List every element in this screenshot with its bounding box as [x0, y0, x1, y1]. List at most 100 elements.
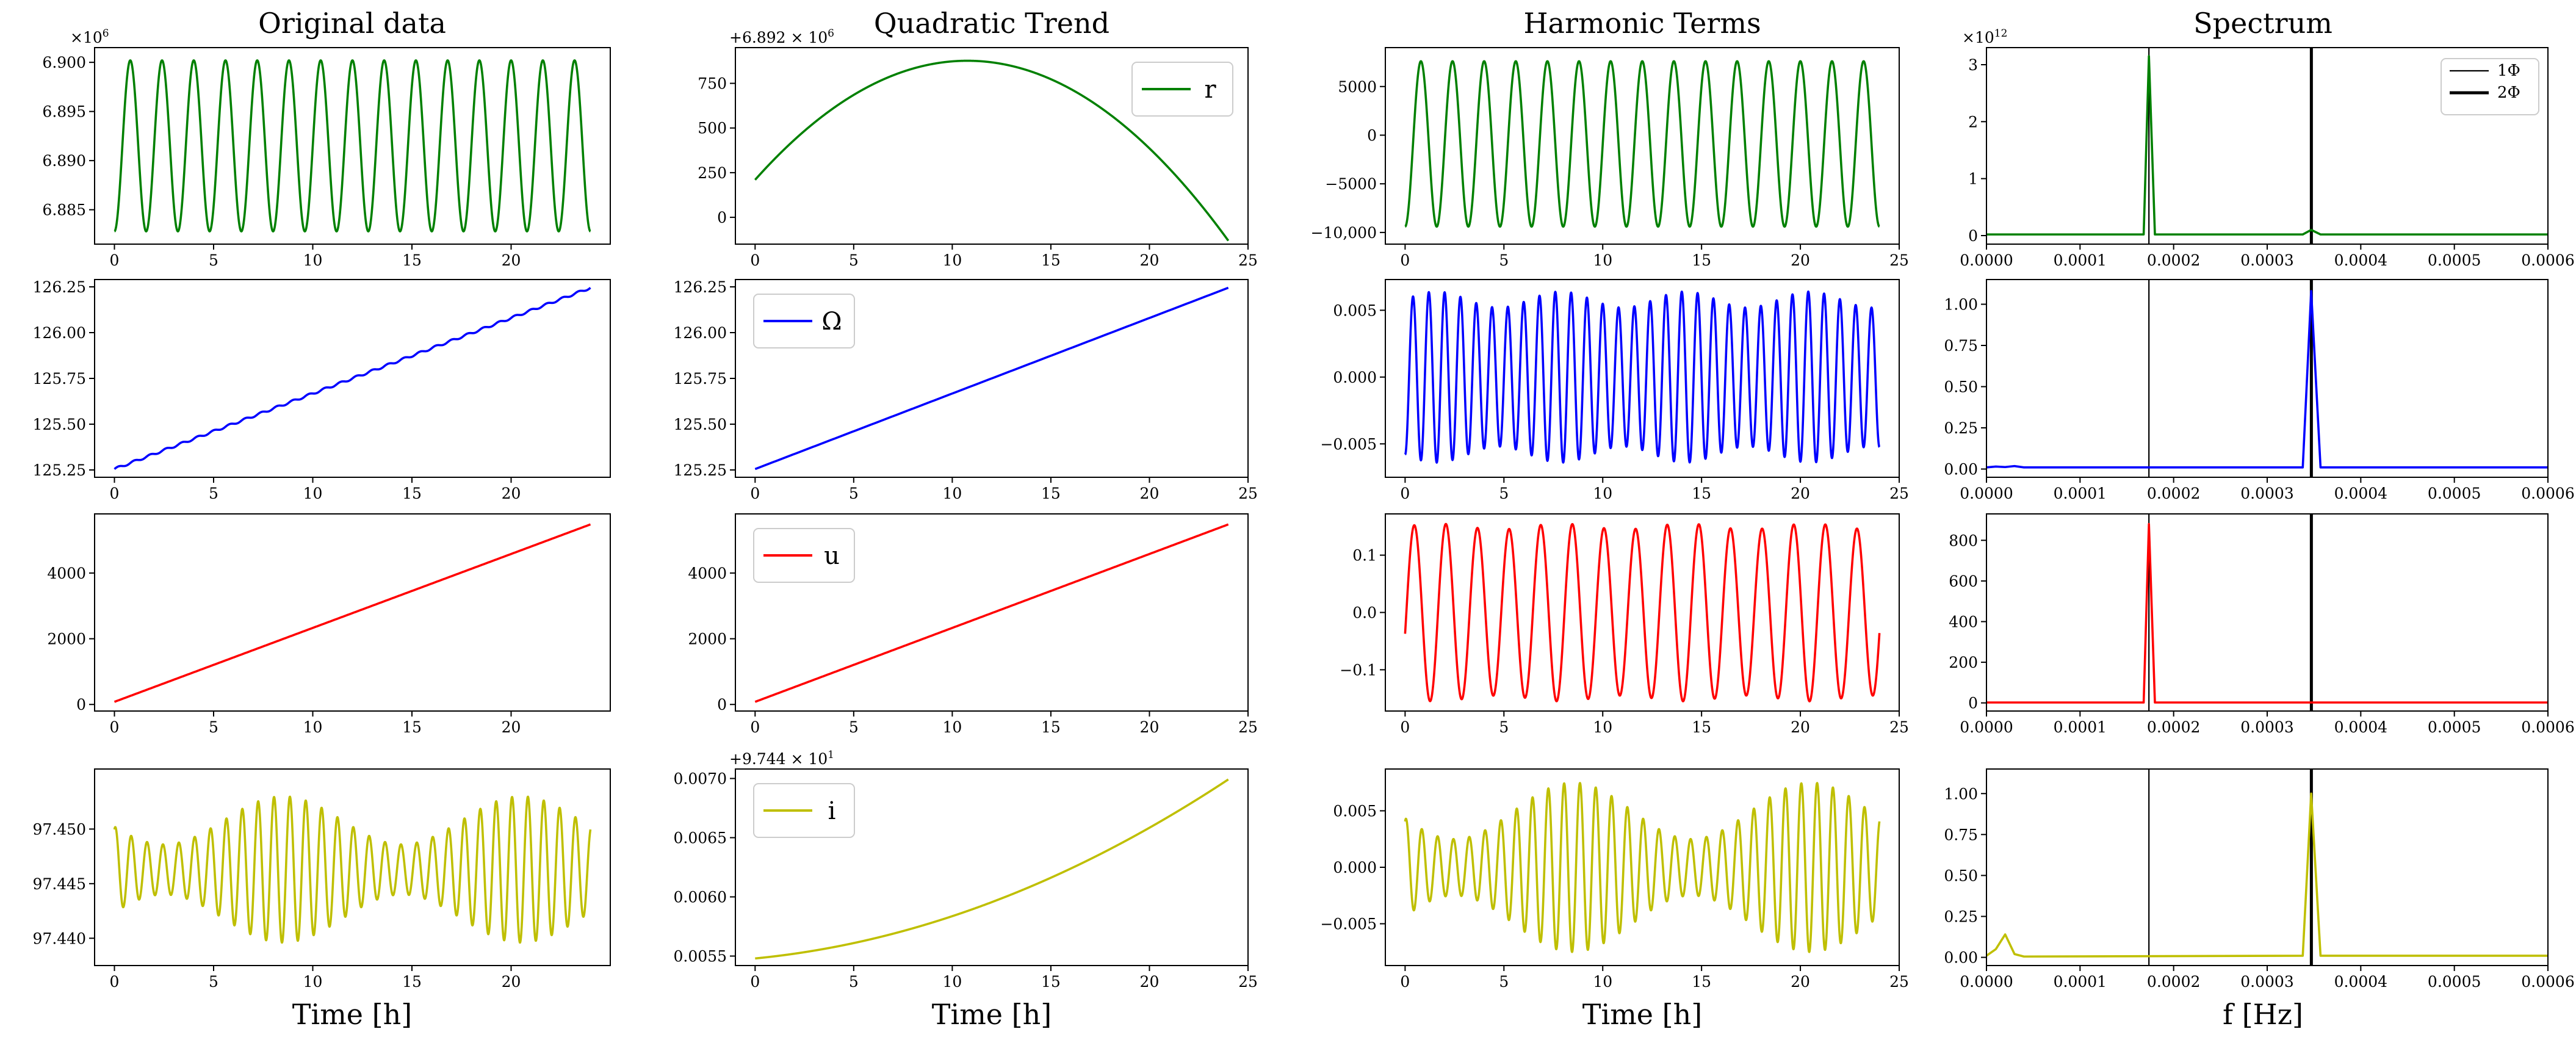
y-tick-label: 4000: [47, 565, 86, 582]
series-line-i-trend: [754, 778, 1230, 960]
y-tick-label: 4000: [688, 565, 727, 582]
y-tick-label: −10,000: [1311, 224, 1377, 242]
x-tick-label: 5: [1499, 251, 1509, 269]
y-tick-label: 125.25: [674, 461, 727, 479]
x-tick-label: 15: [402, 718, 422, 736]
legend: Ω: [753, 294, 855, 348]
x-tick-label: 0.0003: [2240, 251, 2293, 269]
x-tick-label: 0: [1400, 485, 1410, 502]
panel-i-original: 0 5 10 15 20 97.440 97.445 97.450: [33, 768, 611, 991]
axes-frame: [94, 47, 611, 245]
y-tick-label: 1.00: [1944, 785, 1978, 803]
x-tick-label: 25: [1889, 718, 1909, 736]
panel-Omega-original: 0 5 10 15 20 125.25 125.50 125.75 126.00 126.25: [33, 278, 611, 502]
x-tick-label: 20: [1140, 485, 1160, 502]
x-tick-label: 10: [942, 718, 962, 736]
axis-offset-text: ×1012: [1962, 27, 2007, 46]
series-line-Omega-spectrum: [1986, 290, 2548, 469]
x-tick-label: 20: [1140, 251, 1160, 269]
panel-u-original: 0 5 10 15 20 0 2000 4000: [47, 513, 611, 736]
x-tick-label: 20: [1140, 718, 1160, 736]
x-tick-label: 25: [1238, 718, 1258, 736]
y-tick-label: 0.50: [1944, 867, 1978, 884]
x-tick-label: 5: [1499, 485, 1509, 502]
series-line-i-harmonic: [1404, 782, 1881, 953]
x-tick-label: 5: [849, 251, 859, 269]
y-tick-label: 125.25: [33, 461, 86, 479]
y-tick-label: 6.885: [42, 201, 86, 219]
x-tick-label: 5: [209, 251, 218, 269]
x-tick-label: 0.0002: [2147, 718, 2200, 736]
x-tick-label: 10: [303, 485, 323, 502]
y-tick-label: 6.890: [42, 152, 86, 170]
xlabel-harmonic: Time [h]: [1582, 998, 1702, 1031]
y-tick-label: 125.50: [674, 416, 727, 433]
column-title-spectrum: Spectrum: [2193, 7, 2332, 40]
x-tick-label: 25: [1889, 485, 1909, 502]
y-tick-label: 125.75: [33, 370, 86, 388]
y-tick-label: 0: [1968, 227, 1978, 245]
axes-frame: [1385, 47, 1900, 245]
x-tick-label: 15: [1692, 251, 1711, 269]
x-tick-label: 0: [1400, 251, 1410, 269]
x-tick-label: 25: [1889, 973, 1909, 991]
x-tick-label: 10: [1593, 251, 1612, 269]
x-tick-label: 0.0001: [2054, 973, 2107, 991]
y-tick-label: 0.00: [1944, 949, 1978, 967]
x-tick-label: 0.0004: [2334, 973, 2387, 991]
x-tick-label: 25: [1238, 251, 1258, 269]
column-title-original: Original data: [258, 7, 446, 40]
legend: r: [1131, 62, 1233, 117]
x-tick-label: 25: [1889, 251, 1909, 269]
y-tick-label: 800: [1949, 532, 1978, 549]
legend-label-1: 1Φ: [2497, 62, 2520, 80]
y-tick-label: 0: [717, 209, 727, 226]
y-tick-label: 0.005: [1333, 302, 1377, 319]
x-tick-label: 0: [1400, 973, 1410, 991]
series-line-i-spectrum: [1986, 792, 2548, 958]
axis-offset-text: +9.744 × 101: [729, 749, 834, 768]
y-tick-label: 3: [1968, 56, 1978, 74]
x-tick-label: 0.0006: [2521, 485, 2574, 502]
y-tick-label: 6.895: [42, 103, 86, 121]
x-tick-label: 0.0005: [2428, 485, 2481, 502]
x-tick-label: 15: [1041, 718, 1061, 736]
x-tick-label: 0.0005: [2428, 973, 2481, 991]
x-tick-label: 15: [1692, 973, 1711, 991]
axes-frame: [735, 47, 1249, 245]
x-tick-label: 5: [849, 973, 859, 991]
y-tick-label: −5000: [1325, 175, 1377, 193]
y-tick-label: 97.440: [33, 930, 86, 947]
x-tick-label: 20: [502, 718, 521, 736]
y-tick-label: −0.005: [1320, 915, 1377, 933]
x-tick-label: 0.0002: [2147, 251, 2200, 269]
panel-Omega-trend: 0 5 10 15 20 25 125.25 125.50 125.75 126.00 126.25…: [674, 278, 1258, 502]
axis-offset-text: +6.892 × 106: [729, 27, 834, 46]
x-tick-label: 0: [110, 973, 120, 991]
series-line-u-spectrum: [1986, 522, 2548, 704]
x-tick-label: 10: [303, 251, 323, 269]
x-tick-label: 5: [849, 485, 859, 502]
x-tick-label: 0: [750, 718, 760, 736]
x-tick-label: 0: [750, 973, 760, 991]
series-line-r-trend: [754, 59, 1230, 242]
x-tick-label: 0: [750, 485, 760, 502]
y-tick-label: 0.75: [1944, 826, 1978, 843]
x-tick-label: 20: [502, 251, 521, 269]
y-tick-label: 0.0065: [674, 829, 727, 847]
y-tick-label: 2000: [47, 630, 86, 648]
x-tick-label: 15: [402, 251, 422, 269]
x-tick-label: 20: [502, 485, 521, 502]
x-tick-label: 15: [1041, 973, 1061, 991]
x-tick-label: 5: [209, 718, 218, 736]
x-tick-label: 0.0003: [2240, 485, 2293, 502]
y-tick-label: 0.000: [1333, 369, 1377, 386]
y-tick-label: 97.445: [33, 875, 86, 893]
axes-frame: [735, 768, 1249, 966]
x-tick-label: 15: [402, 973, 422, 991]
y-tick-label: 97.450: [33, 820, 86, 838]
series-line-i-original: [113, 795, 592, 944]
x-tick-label: 5: [849, 718, 859, 736]
